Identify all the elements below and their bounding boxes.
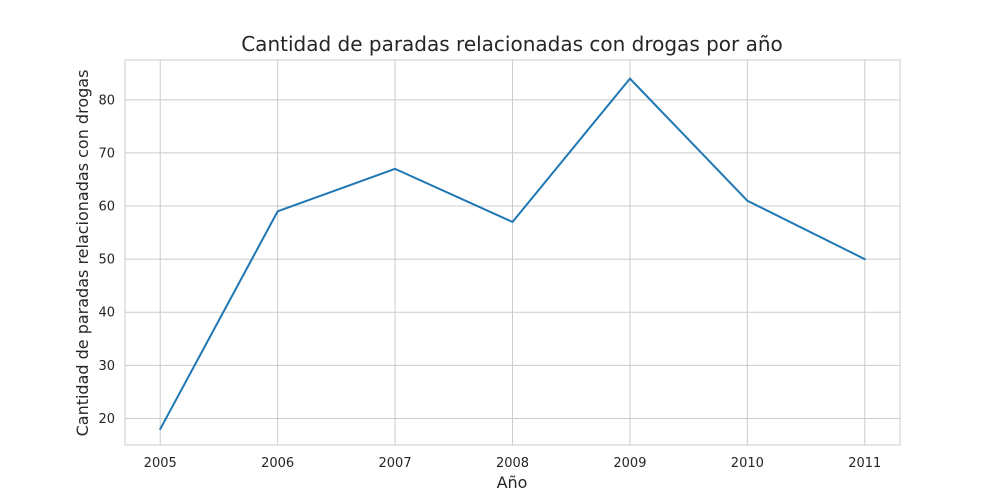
y-tick-label: 80 xyxy=(98,93,115,108)
series-group xyxy=(159,77,866,431)
y-axis-label: Cantidad de paradas relacionadas con dro… xyxy=(73,70,92,437)
chart-title: Cantidad de paradas relacionadas con dro… xyxy=(241,32,783,56)
y-tick-label: 60 xyxy=(98,200,115,215)
y-tick-label: 40 xyxy=(98,306,115,321)
y-tick-label: 30 xyxy=(98,359,115,374)
x-tick-label: 2009 xyxy=(613,456,646,471)
plot-area-frame xyxy=(124,59,901,446)
grid xyxy=(125,60,900,445)
y-tick-labels: 20 30 40 50 60 70 80 xyxy=(98,93,115,427)
series-line xyxy=(159,77,866,431)
x-tick-label: 2008 xyxy=(496,456,529,471)
y-tick-label: 50 xyxy=(98,253,115,268)
x-tick-label: 2006 xyxy=(261,456,294,471)
x-tick-label: 2010 xyxy=(731,456,764,471)
x-tick-labels: 2005 2006 2007 2008 2009 2010 2011 xyxy=(144,456,882,471)
y-tick-label: 70 xyxy=(98,146,115,161)
x-tick-label: 2007 xyxy=(379,456,412,471)
x-axis-label: Año xyxy=(497,473,528,492)
x-tick-label: 2005 xyxy=(144,456,177,471)
y-tick-label: 20 xyxy=(98,412,115,427)
x-tick-label: 2011 xyxy=(848,456,881,471)
